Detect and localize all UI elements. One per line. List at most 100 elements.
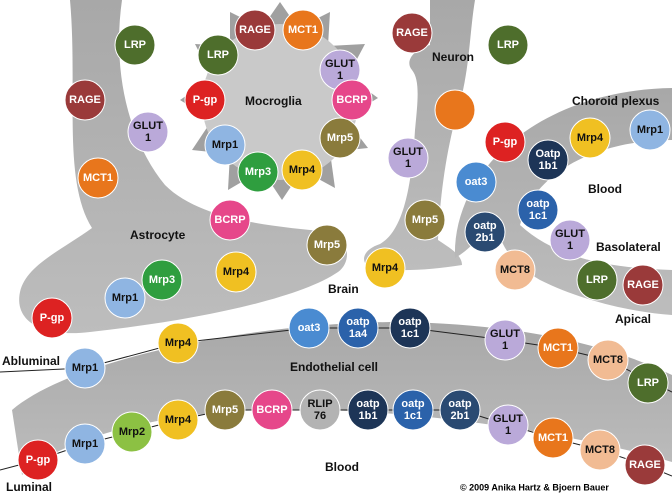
transporter-label: Oatp <box>535 148 560 160</box>
transporter-circle <box>127 111 169 153</box>
transporter: Mrp3 <box>141 259 183 301</box>
transporter-label: Mrp1 <box>637 124 663 136</box>
transporter: MCT8 <box>579 429 621 471</box>
luminal-label: Luminal <box>6 480 52 494</box>
transporter: Mrp1 <box>64 347 106 389</box>
transporter-label: 1a4 <box>349 328 368 340</box>
transporter-label: Mrp5 <box>212 404 238 416</box>
apical-label: Apical <box>615 312 651 326</box>
transporter: Mrp5 <box>319 117 361 159</box>
transporter-circle <box>319 117 361 159</box>
transporter-label: GLUT <box>133 120 163 132</box>
blood-upper-label: Blood <box>588 182 622 196</box>
transporter-circle <box>532 417 574 459</box>
transporter-circle <box>209 199 251 241</box>
transporter-label: RAGE <box>239 24 271 36</box>
transporter: P-gp <box>17 439 59 481</box>
transporter-circle <box>281 149 323 191</box>
transporter-circle <box>111 411 153 453</box>
transporter-circle <box>629 109 671 151</box>
transporter-label: MCT8 <box>500 264 530 276</box>
transporter-circle <box>392 389 434 431</box>
transporter-label: GLUT <box>493 413 523 425</box>
astrocyte-label: Astrocyte <box>130 228 186 242</box>
transporter-label: 1b1 <box>359 410 378 422</box>
transporter: LRP <box>197 34 239 76</box>
transporter-circle <box>487 404 529 446</box>
transporter-circle <box>204 124 246 166</box>
transporter: Mrp2 <box>111 411 153 453</box>
transporter-circle <box>576 259 618 301</box>
transporter-label: Mrp5 <box>412 214 438 226</box>
transporter: Mrp1 <box>629 109 671 151</box>
transporter-circle <box>288 307 330 349</box>
transporter-label: LRP <box>497 39 519 51</box>
transporter-label: Mrp1 <box>112 292 138 304</box>
transporter-label: RAGE <box>69 94 101 106</box>
transporter-circle <box>197 34 239 76</box>
transporter-label: 1b1 <box>539 160 558 172</box>
transporter-label: LRP <box>586 274 608 286</box>
transporter: Mrp4 <box>157 322 199 364</box>
transporter: LRP <box>487 24 529 66</box>
transporter-label: 1c1 <box>401 328 419 340</box>
copyright: © 2009 Anika Hartz & Bjoern Bauer <box>460 482 609 492</box>
neuron-label: Neuron <box>432 50 474 64</box>
transporter-label: oatp <box>346 316 370 328</box>
transporter-label: Mrp4 <box>223 266 250 278</box>
transporter-label: BCRP <box>336 94 367 106</box>
transporter-label: Mrp4 <box>372 262 399 274</box>
transporter: LRP <box>627 362 669 404</box>
transporter-circle <box>624 444 666 486</box>
transporter: Mrp4 <box>281 149 323 191</box>
transporter-label: Mrp4 <box>577 132 604 144</box>
transporter: MCT1 <box>282 9 324 51</box>
transporter-label: MCT1 <box>83 172 113 184</box>
transporter-label: BCRP <box>214 214 245 226</box>
transporter-circle <box>587 339 629 381</box>
transporter-circle <box>251 389 293 431</box>
transporter-label: Mrp4 <box>289 164 316 176</box>
transporter: oat3 <box>455 161 497 203</box>
microglia-label: Mocroglia <box>245 94 302 108</box>
transporter-label: 2b1 <box>451 410 470 422</box>
transporter-label: oatp <box>401 398 425 410</box>
transporter-label: GLUT <box>393 146 423 158</box>
transporters: LRPRAGEGLUT1MCT1BCRPMrp5Mrp4Mrp3Mrp1P-gp… <box>17 9 671 486</box>
transporter-label: P-gp <box>193 94 218 106</box>
transporter: Mrp4 <box>569 117 611 159</box>
transporter-circle <box>464 211 506 253</box>
transporter: BCRP <box>331 79 373 121</box>
transporter-circle <box>622 264 664 306</box>
transporter: RAGE <box>64 79 106 121</box>
transporter-circle <box>391 12 433 54</box>
transporter: Mrp1 <box>204 124 246 166</box>
transporter: oat3 <box>288 307 330 349</box>
transporter-circle <box>549 219 591 261</box>
transporter-circle <box>204 389 246 431</box>
transporter: RAGE <box>622 264 664 306</box>
transporter-label: P-gp <box>26 454 51 466</box>
transporter-label: P-gp <box>493 136 518 148</box>
transporter: Mrp4 <box>157 399 199 441</box>
transporter: MCT8 <box>587 339 629 381</box>
transporter-label: MCT8 <box>593 354 623 366</box>
transporter-label: 1 <box>337 70 343 82</box>
transporter-circle <box>215 251 257 293</box>
transporter-label: 1 <box>405 158 411 170</box>
transporter-label: oatp <box>398 316 422 328</box>
transporter-label: Mrp5 <box>314 239 340 251</box>
transporter-circle <box>627 362 669 404</box>
transporter-label: 1 <box>505 425 511 437</box>
astrocyte-shape <box>19 0 348 334</box>
transporter: Mrp3 <box>237 151 279 193</box>
transporter-label: Mrp3 <box>149 274 175 286</box>
transporter-circle <box>579 429 621 471</box>
